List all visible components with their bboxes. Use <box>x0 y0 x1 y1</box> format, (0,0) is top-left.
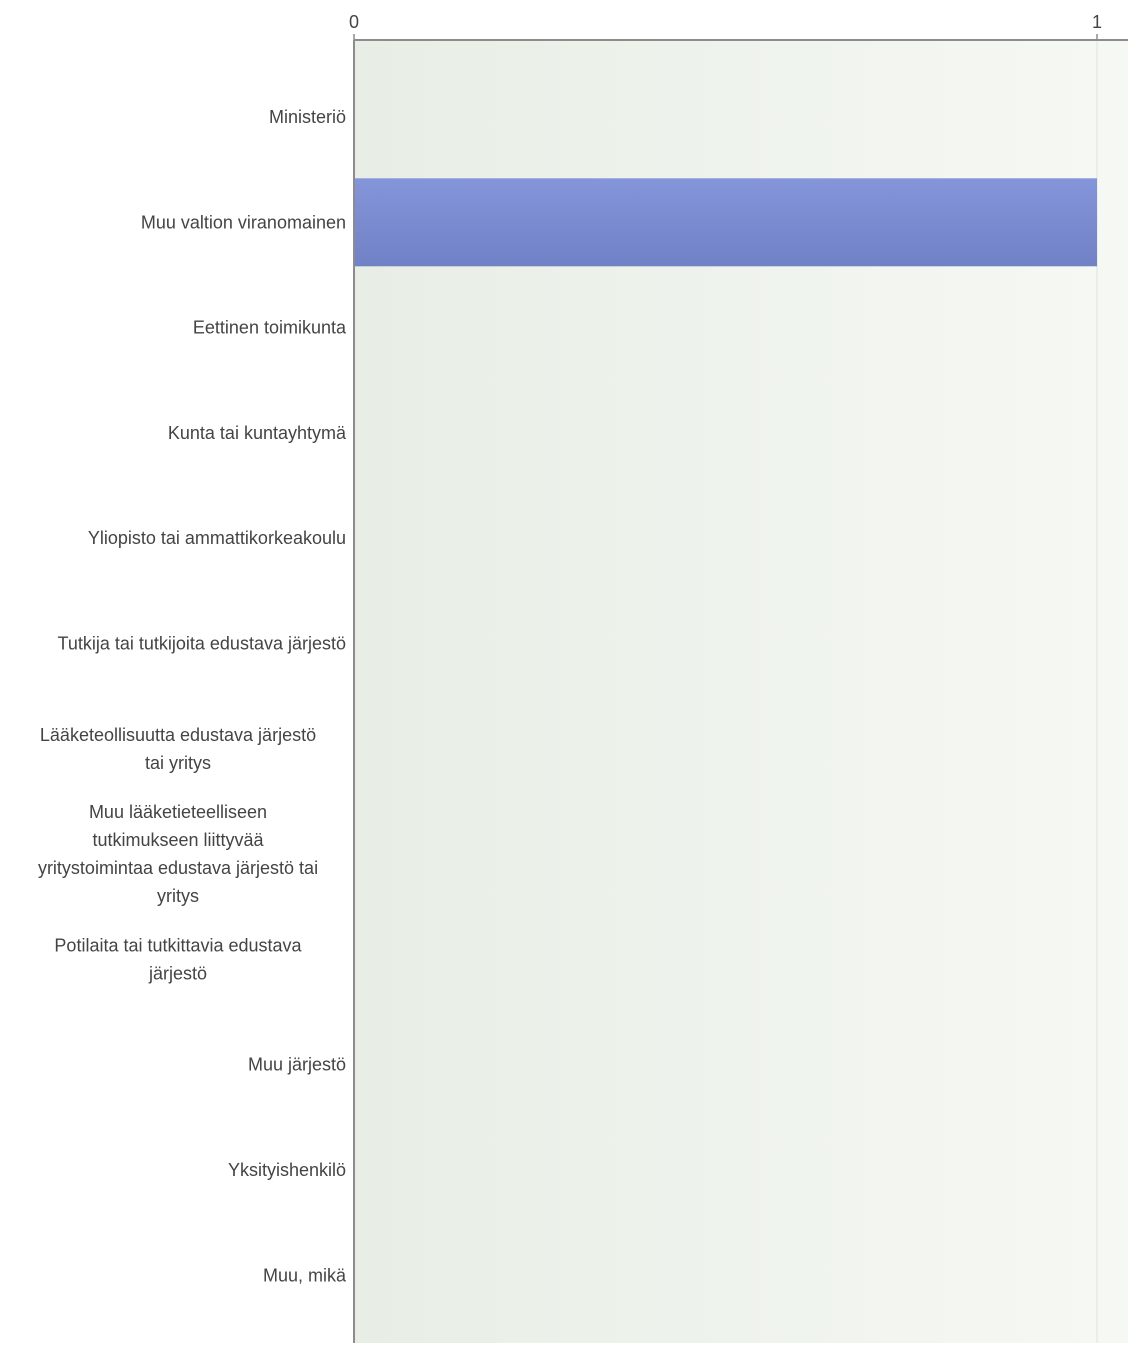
category-label: Muu lääketieteelliseen tutkimukseen liitt… <box>38 802 318 906</box>
category-label: Muu järjestö <box>248 1055 346 1075</box>
category-label: Eettinen toimikunta <box>193 318 347 338</box>
category-label: Lääketeollisuutta edustava järjestö tai y… <box>40 725 316 773</box>
category-label: Muu, mikä <box>263 1265 347 1285</box>
category-label: Muu valtion viranomainen <box>141 212 346 232</box>
category-label: Tutkija tai tutkijoita edustava järjestö <box>58 634 346 654</box>
category-label: Yksityishenkilö <box>228 1160 346 1180</box>
category-label: Kunta tai kuntayhtymä <box>168 423 347 443</box>
bar <box>354 178 1097 267</box>
x-tick-label: 1 <box>1092 12 1102 32</box>
x-tick-label: 0 <box>349 12 359 32</box>
category-label: Potilaita tai tutkittavia edustava järjes… <box>54 935 302 983</box>
category-label: Ministeriö <box>269 107 346 127</box>
category-label: Yliopisto tai ammattikorkeakoulu <box>88 528 346 548</box>
